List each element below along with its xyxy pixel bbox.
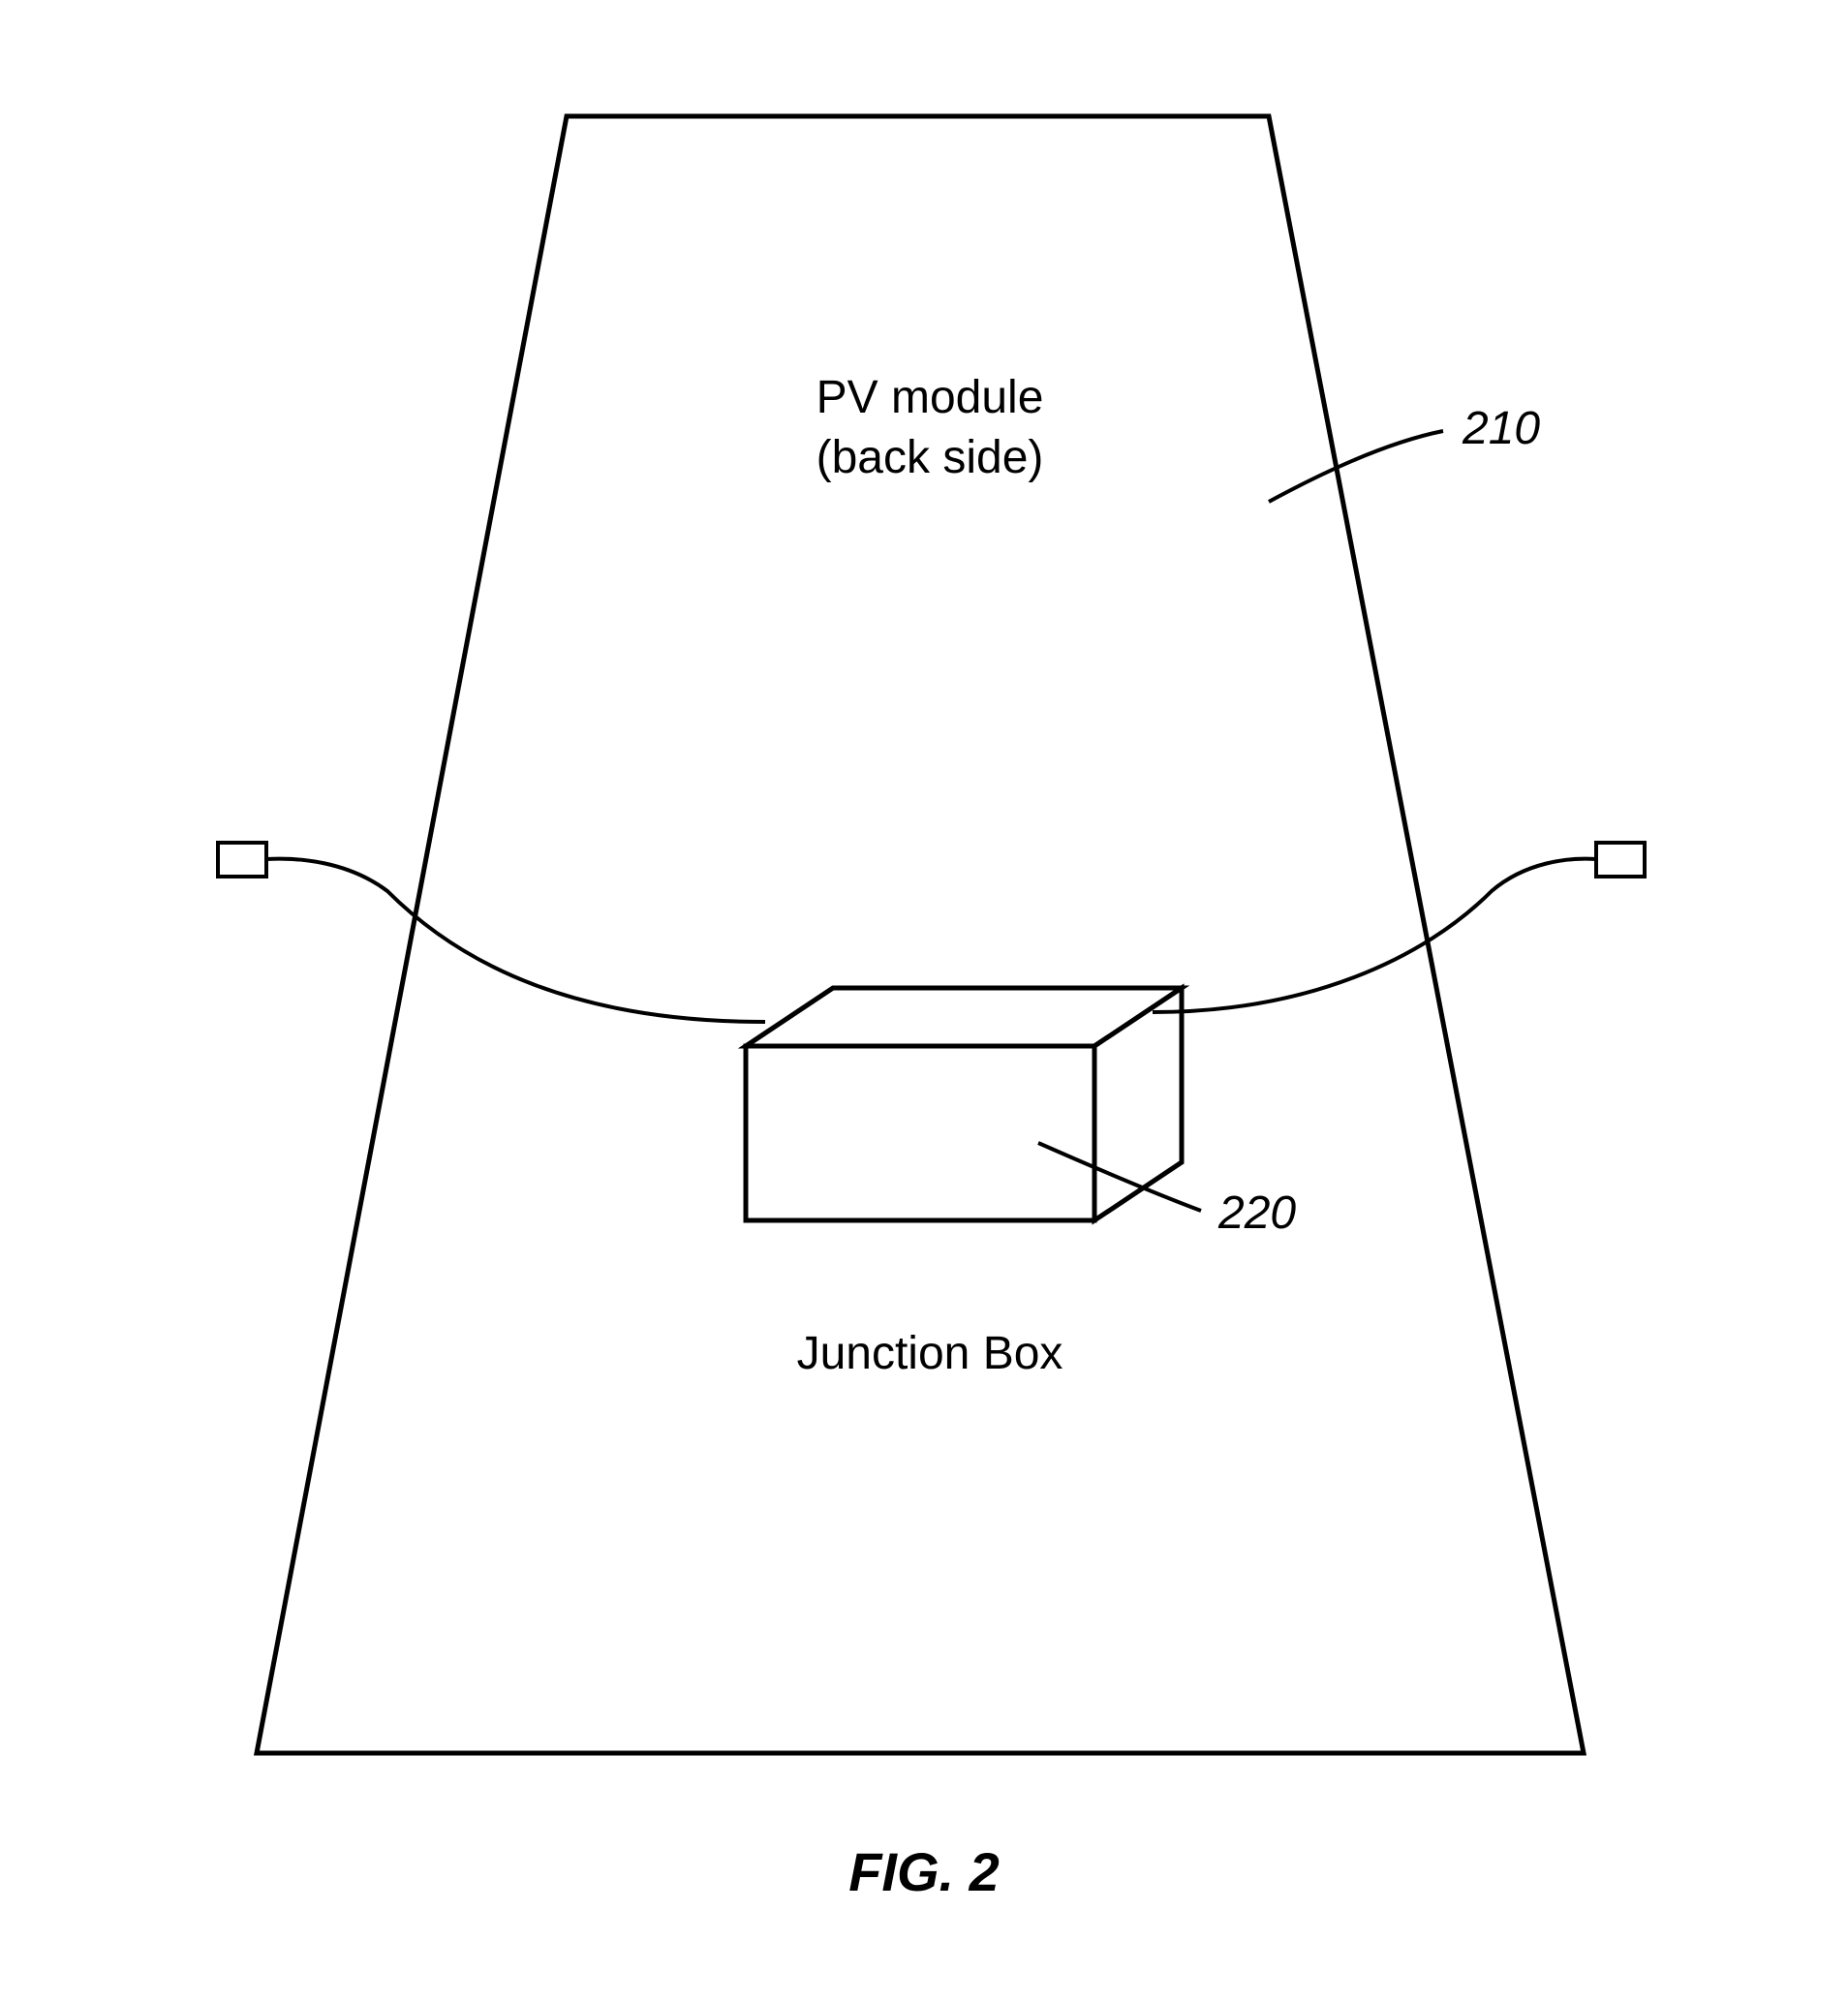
pv-module-text-line1: PV module <box>816 372 1044 423</box>
wire-left <box>266 859 765 1022</box>
figure-caption: FIG. 2 <box>0 1840 1848 1903</box>
pv-module-outline <box>257 116 1584 1753</box>
diagram-container: PV module (back side) Junction Box 210 2… <box>0 0 1848 1998</box>
pv-module-label: PV module (back side) <box>794 368 1065 489</box>
diagram-svg <box>0 0 1848 1998</box>
connector-right <box>1596 843 1645 877</box>
junction-box-label: Junction Box <box>775 1327 1085 1380</box>
junction-box-front <box>746 1046 1094 1220</box>
junction-box-text: Junction Box <box>797 1328 1063 1379</box>
ref-210-text: 210 <box>1463 403 1540 454</box>
connector-left <box>218 843 266 877</box>
leader-210 <box>1269 431 1443 502</box>
pv-module-text-line2: (back side) <box>816 432 1044 483</box>
ref-220-text: 220 <box>1218 1187 1296 1239</box>
figure-caption-text: FIG. 2 <box>848 1841 1000 1902</box>
wire-right <box>1153 859 1596 1012</box>
ref-220-label: 220 <box>1218 1186 1296 1240</box>
ref-210-label: 210 <box>1463 402 1540 455</box>
